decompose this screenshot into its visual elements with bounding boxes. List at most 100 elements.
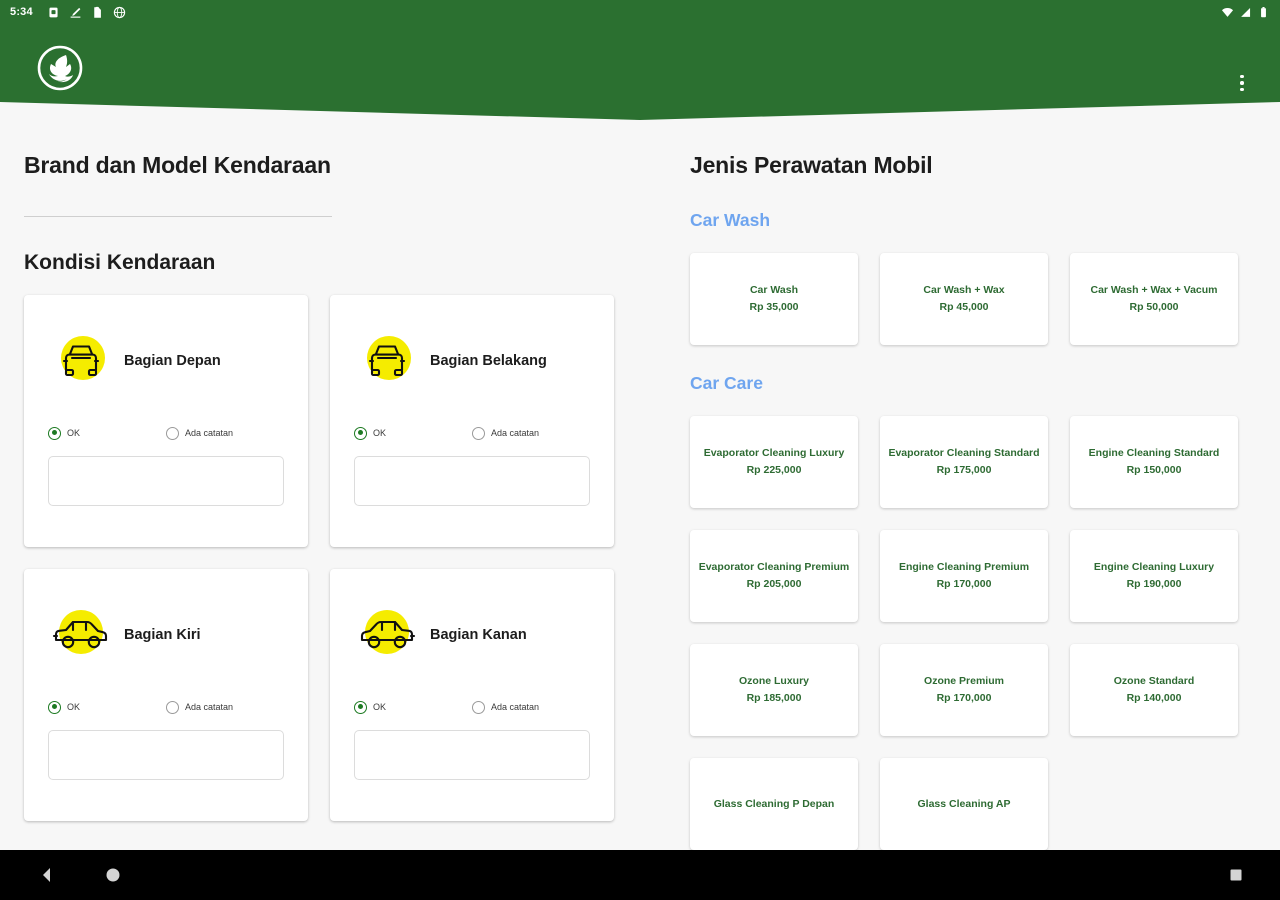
- main-content: Brand dan Model Kendaraan Kondisi Kendar…: [0, 128, 1280, 850]
- radio-dot-ok[interactable]: [354, 426, 367, 440]
- radio-dot-ok[interactable]: [48, 700, 61, 714]
- service-card[interactable]: Engine Cleaning Standard Rp 150,000: [1070, 415, 1238, 508]
- service-type-panel: Jenis Perawatan Mobil Car Wash Car Wash Rp…: [648, 128, 1280, 850]
- service-card-name: Car Wash + Wax + Vacum: [1090, 284, 1218, 297]
- radio-dot-note[interactable]: [166, 426, 179, 440]
- back-triangle-icon[interactable]: [38, 866, 56, 884]
- condition-radio-group: OK Ada catatan: [48, 426, 284, 440]
- service-card[interactable]: Ozone Luxury Rp 185,000: [690, 643, 858, 736]
- service-panel-title: Jenis Perawatan Mobil: [690, 152, 933, 178]
- radio-label-ok: OK: [373, 702, 387, 713]
- service-card-name: Car Wash: [749, 284, 799, 297]
- service-card-name: Engine Cleaning Luxury: [1093, 561, 1215, 574]
- condition-card-header: Bagian Depan: [48, 313, 284, 409]
- brand-model-field-underline[interactable]: [24, 215, 332, 217]
- radio-label-note: Ada catatan: [185, 428, 234, 439]
- service-card-name: Evaporator Cleaning Luxury: [703, 447, 845, 460]
- service-card-price: Rp 50,000: [1129, 300, 1179, 313]
- radio-dot-ok[interactable]: [48, 426, 61, 440]
- service-card[interactable]: Evaporator Cleaning Luxury Rp 225,000: [690, 415, 858, 508]
- condition-card-header: Bagian Kiri: [48, 587, 284, 683]
- condition-card-grid: Bagian Depan OK Ada catatan Bagian Be: [24, 294, 624, 821]
- radio-label-note: Ada catatan: [491, 702, 540, 713]
- service-card-name: Engine Cleaning Standard: [1088, 447, 1220, 460]
- radio-label-ok: OK: [67, 702, 81, 713]
- service-card[interactable]: Car Wash + Wax + Vacum Rp 50,000: [1070, 252, 1238, 345]
- service-card-price: Rp 225,000: [746, 463, 802, 476]
- sim-card-icon: [49, 7, 58, 17]
- condition-radio-note[interactable]: Ada catatan: [166, 700, 234, 714]
- service-card[interactable]: Car Wash Rp 35,000: [690, 252, 858, 345]
- condition-note-input[interactable]: [354, 729, 590, 780]
- service-card-name: Evaporator Cleaning Premium: [698, 561, 850, 574]
- service-card-name: Glass Cleaning AP: [917, 797, 1011, 810]
- condition-note-input[interactable]: [48, 455, 284, 506]
- car-side-left-icon: [48, 602, 114, 668]
- service-card-name: Glass Cleaning P Depan: [713, 797, 835, 810]
- home-circle-icon[interactable]: [104, 866, 122, 884]
- service-card[interactable]: Engine Cleaning Luxury Rp 190,000: [1070, 529, 1238, 622]
- service-card-price: Rp 45,000: [939, 300, 989, 313]
- condition-card: Bagian Kiri OK Ada catatan: [24, 568, 308, 821]
- status-bar: 5:34: [0, 0, 1280, 24]
- recents-square-icon[interactable]: [1228, 867, 1244, 883]
- condition-card-label: Bagian Kiri: [124, 626, 201, 643]
- service-card[interactable]: Engine Cleaning Premium Rp 170,000: [880, 529, 1048, 622]
- condition-card-header: Bagian Kanan: [354, 587, 590, 683]
- condition-radio-ok[interactable]: OK: [354, 426, 472, 440]
- service-card[interactable]: Evaporator Cleaning Premium Rp 205,000: [690, 529, 858, 622]
- radio-label-note: Ada catatan: [185, 702, 234, 713]
- service-card[interactable]: Glass Cleaning P Depan: [690, 757, 858, 850]
- android-navigation-bar: [0, 850, 1280, 900]
- condition-section-title: Kondisi Kendaraan: [24, 250, 216, 274]
- condition-radio-note[interactable]: Ada catatan: [472, 426, 540, 440]
- condition-card-label: Bagian Depan: [124, 352, 221, 369]
- condition-card-header: Bagian Belakang: [354, 313, 590, 409]
- service-card[interactable]: Ozone Premium Rp 170,000: [880, 643, 1048, 736]
- service-card-name: Evaporator Cleaning Standard: [888, 447, 1040, 460]
- page-title: Brand dan Model Kendaraan: [24, 152, 331, 178]
- more-vertical-icon[interactable]: [1232, 71, 1252, 95]
- service-card-name: Ozone Premium: [924, 675, 1004, 688]
- car-side-right-icon: [354, 602, 420, 668]
- service-group-title: Car Care: [690, 372, 763, 393]
- service-card-name: Ozone Luxury: [738, 675, 809, 688]
- condition-card: Bagian Kanan OK Ada catatan: [330, 568, 614, 821]
- condition-radio-ok[interactable]: OK: [48, 700, 166, 714]
- service-card[interactable]: Evaporator Cleaning Standard Rp 175,000: [880, 415, 1048, 508]
- radio-dot-ok[interactable]: [354, 700, 367, 714]
- condition-note-input[interactable]: [354, 455, 590, 506]
- document-icon: [94, 6, 101, 18]
- condition-note-input[interactable]: [48, 729, 284, 780]
- radio-label-note: Ada catatan: [491, 428, 540, 439]
- vehicle-condition-panel: Brand dan Model Kendaraan Kondisi Kendar…: [0, 128, 648, 850]
- service-card-name: Engine Cleaning Premium: [898, 561, 1030, 574]
- condition-radio-note[interactable]: Ada catatan: [472, 700, 540, 714]
- condition-radio-ok[interactable]: OK: [48, 426, 166, 440]
- edit-pencil-icon: [70, 7, 81, 18]
- status-bar-time: 5:34: [10, 6, 33, 18]
- header-background-shape: [0, 24, 1280, 120]
- radio-dot-note[interactable]: [472, 426, 485, 440]
- radio-dot-note[interactable]: [472, 700, 485, 714]
- service-card[interactable]: Glass Cleaning AP: [880, 757, 1048, 850]
- service-card[interactable]: Ozone Standard Rp 140,000: [1070, 643, 1238, 736]
- wifi-icon: [1221, 7, 1234, 17]
- condition-card-label: Bagian Kanan: [430, 626, 527, 643]
- service-group-title: Car Wash: [690, 209, 771, 230]
- condition-radio-ok[interactable]: OK: [354, 700, 472, 714]
- car-rear-icon: [354, 328, 420, 394]
- radio-label-ok: OK: [373, 428, 387, 439]
- service-card[interactable]: Car Wash + Wax Rp 45,000: [880, 252, 1048, 345]
- car-front-icon: [48, 328, 114, 394]
- service-card-price: Rp 150,000: [1126, 463, 1182, 476]
- service-card-price: Rp 35,000: [749, 300, 799, 313]
- condition-radio-note[interactable]: Ada catatan: [166, 426, 234, 440]
- service-card-price: Rp 190,000: [1126, 577, 1182, 590]
- service-groups: Car Wash Car Wash Rp 35,000 Car Wash + Wax R…: [690, 210, 1246, 850]
- radio-dot-note[interactable]: [166, 700, 179, 714]
- service-card-grid: Evaporator Cleaning Luxury Rp 225,000 Evap…: [690, 415, 1246, 850]
- service-card-name: Ozone Standard: [1113, 675, 1195, 688]
- condition-radio-group: OK Ada catatan: [354, 426, 590, 440]
